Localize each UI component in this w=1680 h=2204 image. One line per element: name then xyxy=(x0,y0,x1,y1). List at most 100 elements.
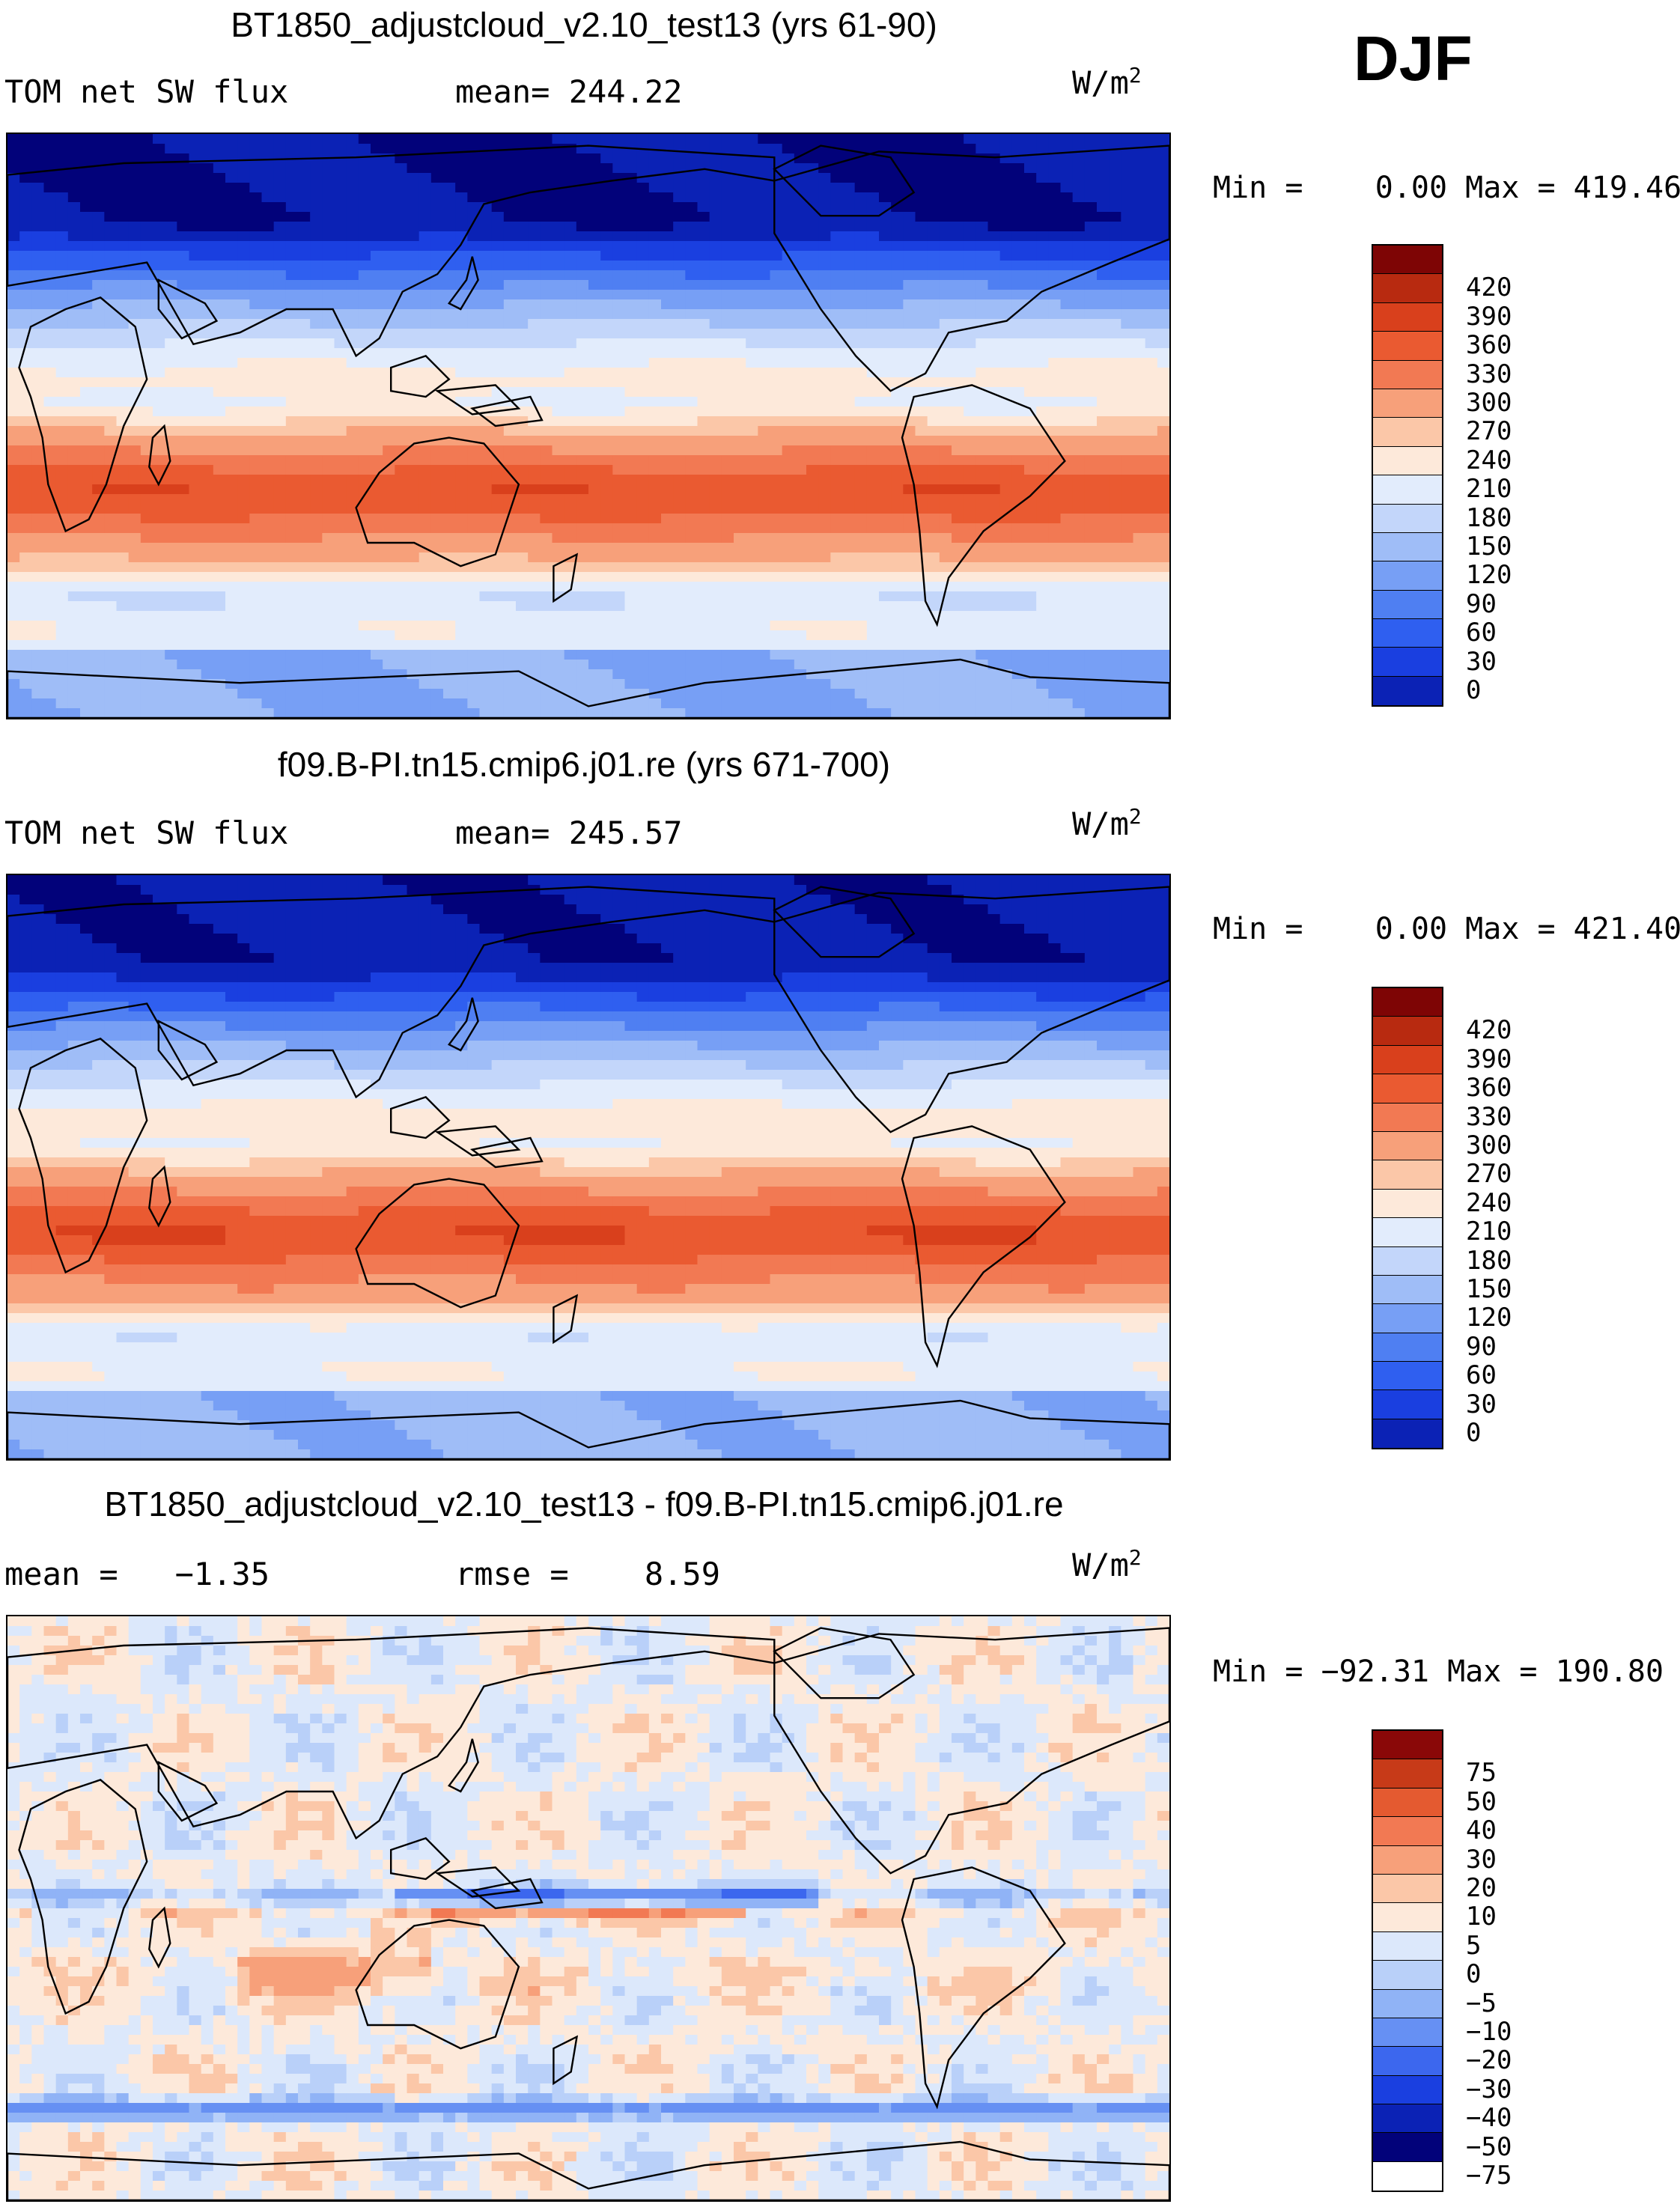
field-cell xyxy=(576,630,589,641)
field-cell xyxy=(661,251,674,261)
field-cell xyxy=(842,251,856,261)
field-cell xyxy=(709,465,722,475)
field-cell xyxy=(80,377,93,388)
field-cell xyxy=(806,387,819,398)
field-cell xyxy=(685,397,699,407)
field-cell xyxy=(1133,543,1146,553)
field-cell xyxy=(128,611,141,621)
field-cell xyxy=(92,338,105,349)
field-cell xyxy=(709,387,722,398)
field-cell xyxy=(576,387,589,398)
field-cell xyxy=(770,630,783,641)
field-cell xyxy=(673,543,686,553)
field-cell xyxy=(1109,309,1121,320)
field-cell xyxy=(661,377,674,388)
field-cell xyxy=(1024,494,1037,505)
field-cell xyxy=(140,222,153,232)
field-cell xyxy=(479,562,493,573)
field-cell xyxy=(600,436,613,446)
field-cell xyxy=(92,523,105,534)
field-cell xyxy=(939,514,952,524)
field-cell xyxy=(80,562,93,573)
field-cell xyxy=(346,299,359,310)
field-cell xyxy=(540,338,553,349)
field-cell xyxy=(503,533,517,544)
field-cell xyxy=(443,494,456,505)
field-cell xyxy=(419,407,432,417)
field-cell xyxy=(322,231,335,242)
field-cell xyxy=(516,153,529,164)
field-cell xyxy=(128,484,141,495)
field-cell xyxy=(734,251,746,261)
field-cell xyxy=(1121,153,1134,164)
field-cell xyxy=(249,523,263,534)
field-cell xyxy=(1084,387,1098,398)
field-cell xyxy=(1011,144,1025,154)
field-cell xyxy=(285,348,299,359)
field-cell xyxy=(939,299,952,310)
field-cell xyxy=(648,212,662,222)
field-cell xyxy=(153,465,165,475)
field-cell xyxy=(964,173,976,183)
field-cell xyxy=(697,533,710,544)
field-cell xyxy=(903,241,916,252)
field-cell xyxy=(648,348,662,359)
field-cell xyxy=(43,543,57,553)
field-cell xyxy=(709,426,722,436)
field-cell xyxy=(491,484,505,495)
field-cell xyxy=(116,455,130,466)
field-cell xyxy=(358,231,371,242)
field-cell xyxy=(1072,163,1086,174)
field-cell xyxy=(165,222,177,232)
field-cell xyxy=(842,270,856,281)
field-cell xyxy=(540,475,553,485)
field-cell xyxy=(7,134,20,144)
field-cell xyxy=(648,611,662,621)
field-cell xyxy=(976,533,989,544)
field-cell xyxy=(310,533,323,544)
field-cell xyxy=(322,202,335,213)
field-cell xyxy=(540,543,553,553)
field-cell xyxy=(721,202,734,213)
field-cell xyxy=(261,387,275,398)
field-cell xyxy=(758,377,771,388)
field-cell xyxy=(467,426,481,436)
field-cell xyxy=(237,319,250,329)
field-cell xyxy=(1157,251,1169,261)
field-cell xyxy=(721,387,734,398)
field-cell xyxy=(31,144,45,154)
field-cell xyxy=(225,582,238,592)
field-cell xyxy=(455,397,468,407)
field-cell xyxy=(540,601,553,612)
field-cell xyxy=(564,173,577,183)
field-cell xyxy=(999,212,1013,222)
field-cell xyxy=(80,134,93,144)
field-cell xyxy=(298,436,311,446)
field-cell xyxy=(987,591,1001,602)
field-cell xyxy=(1072,290,1086,300)
field-cell xyxy=(419,591,432,602)
field-cell xyxy=(1097,183,1110,193)
field-cell xyxy=(383,533,395,544)
field-cell xyxy=(249,144,263,154)
field-cell xyxy=(721,397,734,407)
field-cell xyxy=(915,368,928,378)
field-cell xyxy=(310,183,323,193)
field-cell xyxy=(1036,407,1049,417)
field-cell xyxy=(1157,611,1169,621)
field-cell xyxy=(298,455,311,466)
field-cell xyxy=(237,153,250,164)
field-cell xyxy=(588,270,601,281)
field-cell xyxy=(564,144,577,154)
field-cell xyxy=(697,358,710,368)
field-cell xyxy=(709,572,722,582)
field-cell xyxy=(516,572,529,582)
field-cell xyxy=(999,270,1013,281)
field-cell xyxy=(407,611,420,621)
field-cell xyxy=(358,416,371,427)
field-cell xyxy=(346,163,359,174)
field-cell xyxy=(455,309,468,320)
field-cell xyxy=(1097,572,1110,582)
field-cell xyxy=(1109,543,1121,553)
field-cell xyxy=(285,202,299,213)
